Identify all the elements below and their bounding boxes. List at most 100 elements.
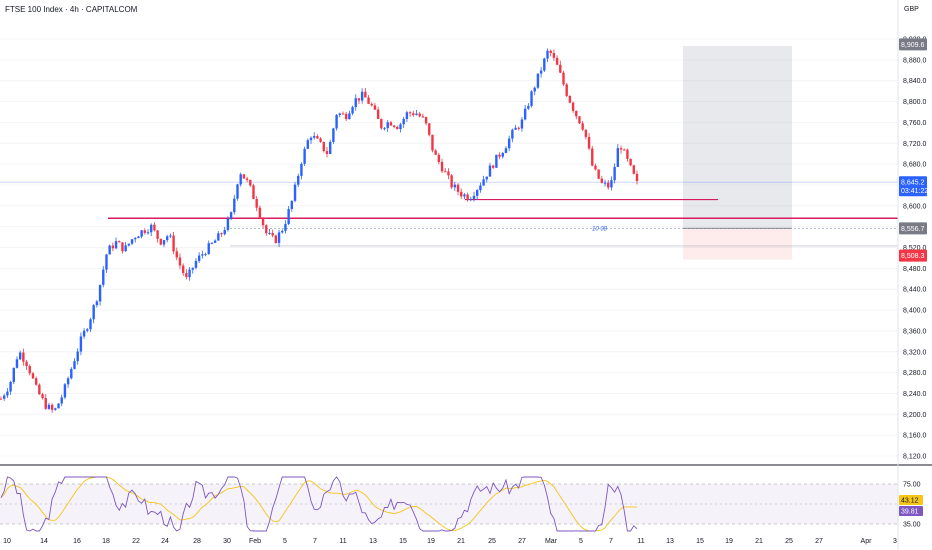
rsi-level-label: 75.00	[903, 482, 921, 489]
last-price-badge	[899, 176, 927, 197]
y-tick-label: 8,520.0	[903, 245, 926, 252]
candle-body	[223, 230, 226, 235]
candle-body	[517, 127, 520, 129]
candle-body	[309, 137, 313, 141]
x-tick-label: 22	[132, 538, 140, 545]
candle-body	[357, 98, 361, 101]
candle-body	[207, 243, 210, 255]
candle-body	[111, 245, 115, 249]
y-tick-label: 8,240.0	[903, 391, 926, 398]
candle-body	[476, 190, 479, 196]
x-tick-label: 27	[815, 538, 823, 545]
candle-body	[303, 148, 306, 164]
candle-body	[134, 238, 137, 240]
candle-body	[38, 384, 41, 395]
candle-body	[421, 116, 425, 118]
candle-body	[367, 97, 370, 104]
candle-body	[332, 128, 335, 142]
candle-body	[245, 178, 249, 180]
candle-body	[146, 232, 150, 234]
candle-body	[501, 153, 504, 157]
position-label: 10 08	[592, 226, 608, 232]
target-badge-text: 8,909.6	[901, 42, 924, 49]
candle-body	[2, 395, 6, 399]
x-tick-label: 11	[637, 538, 644, 545]
candle-body	[150, 224, 153, 233]
candle-body	[536, 73, 540, 88]
y-tick-label: 8,480.0	[903, 266, 926, 273]
candle-body	[300, 163, 303, 176]
x-tick-label: 30	[223, 538, 231, 545]
candle-body	[591, 148, 594, 166]
candle-body	[514, 127, 517, 130]
candle-body	[217, 233, 220, 241]
y-tick-label: 8,120.0	[903, 454, 926, 461]
candle-body	[495, 154, 498, 168]
candle-body	[539, 70, 543, 74]
candle-body	[565, 84, 568, 96]
x-tick-label: 13	[369, 538, 377, 545]
candle-body	[118, 241, 121, 243]
candle-body	[328, 141, 332, 154]
x-tick-label: 10	[3, 538, 11, 545]
target-badge	[899, 38, 927, 51]
candle-body	[44, 398, 47, 409]
candle-body	[527, 105, 530, 109]
candle-body	[127, 243, 131, 246]
candle-body	[79, 336, 83, 352]
candle-body	[162, 240, 166, 245]
candle-body	[261, 218, 265, 226]
y-tick-label: 8,440.0	[903, 287, 926, 294]
candle-body	[613, 166, 616, 181]
candle-body	[249, 179, 252, 186]
x-tick-label: 5	[579, 538, 583, 545]
x-tick-label: 24	[161, 538, 169, 545]
candle-body	[571, 102, 575, 111]
x-tick-label: 11	[339, 538, 346, 545]
candle-body	[290, 200, 294, 209]
candle-body	[559, 64, 562, 73]
candle-body	[575, 110, 578, 117]
candle-body	[313, 136, 316, 138]
last-price-text: 8,645.2	[901, 180, 924, 187]
candle-body	[581, 123, 584, 130]
candle-body	[0, 398, 3, 400]
candle-body	[351, 107, 354, 114]
candle-body	[408, 112, 412, 114]
candle-body	[530, 91, 533, 106]
candle-body	[22, 352, 25, 362]
candle-body	[568, 95, 572, 103]
target-zone	[683, 46, 792, 229]
x-tick-label: 25	[488, 538, 496, 545]
candle-body	[242, 174, 246, 179]
candle-body	[600, 178, 604, 183]
candle-body	[341, 113, 345, 115]
candle-body	[348, 113, 351, 120]
candle-body	[552, 53, 556, 58]
rsi-ma-line	[0, 476, 638, 532]
candle-body	[47, 404, 51, 409]
stop-badge	[899, 249, 927, 262]
candle-body	[194, 260, 198, 268]
candle-body	[274, 235, 278, 244]
x-tick-label: Mar	[545, 538, 558, 545]
candle-body	[466, 194, 469, 201]
y-tick-label: 8,600.0	[903, 203, 926, 210]
currency-label[interactable]: GBP	[904, 6, 919, 13]
candle-body	[271, 232, 274, 236]
position-zones	[683, 46, 792, 260]
candle-body	[555, 57, 559, 65]
candle-body	[354, 98, 357, 108]
candle-body	[319, 138, 322, 142]
candle-body	[504, 148, 508, 154]
stop-badge-text: 8,508.3	[901, 253, 924, 260]
candle-body	[204, 254, 207, 256]
candle-body	[25, 361, 28, 366]
candle-body	[632, 165, 636, 174]
candle-body	[460, 191, 463, 197]
candle-body	[507, 138, 511, 149]
candle-body	[236, 184, 239, 199]
rsi-pane	[0, 476, 898, 532]
x-tick-label: 21	[457, 538, 465, 545]
